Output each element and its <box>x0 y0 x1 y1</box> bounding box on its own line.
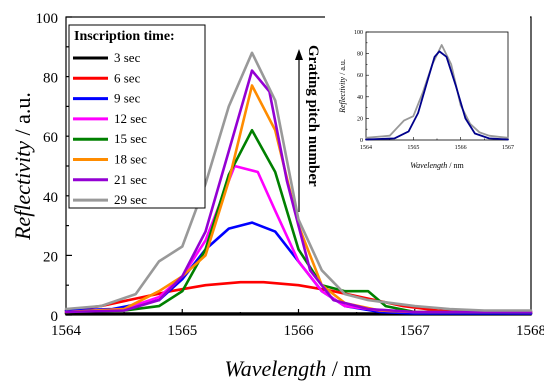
x-tick-label: 1564 <box>51 323 82 339</box>
pitch-annotation: Grating pitch number <box>295 45 321 212</box>
y-tick-label: 60 <box>43 130 58 146</box>
legend-label: 9 sec <box>114 91 141 106</box>
inset-y-axis-title: Reflectivity / a.u. <box>338 59 347 114</box>
legend-items: 3 sec 6 sec 9 sec 12 sec 15 sec 18 sec 21 sec 2… <box>73 50 147 207</box>
annotation-arrow-head <box>295 49 303 60</box>
x-tick-label: 1565 <box>167 323 197 339</box>
inset-series-line-0 <box>365 44 509 139</box>
inset-series-group <box>365 44 509 141</box>
x-tick-label: 1568 <box>516 323 544 339</box>
legend-label: 29 sec <box>114 192 147 207</box>
legend: Inscription time: 3 sec 6 sec 9 sec 12 sec 1… <box>68 24 206 209</box>
legend-label: 18 sec <box>114 152 147 167</box>
x-tick-label: 1566 <box>284 323 315 339</box>
main-series-line-29-sec <box>64 51 533 312</box>
y-tick-label: 0 <box>360 138 363 144</box>
y-tick-label: 0 <box>51 309 59 325</box>
inset-series-line-1 <box>365 50 509 141</box>
main-series-line-6-sec <box>64 280 533 315</box>
y-tick-label: 80 <box>357 52 363 58</box>
inset-chart: 1564 1565 1566 1567 0 20 40 60 80 100 Wavelength … <box>325 12 530 182</box>
y-tick-label: 20 <box>43 249 58 265</box>
legend-label: 12 sec <box>114 111 147 126</box>
x-tick-label: 1566 <box>455 145 467 151</box>
main-series-line-21-sec <box>64 69 533 314</box>
inset-background <box>325 12 530 182</box>
y-axis-title: Reflectivity / a.u. <box>10 92 35 241</box>
legend-label: 6 sec <box>114 70 141 85</box>
legend-box <box>68 24 206 209</box>
x-tick-label: 1567 <box>502 145 514 151</box>
inset-x-axis-title: Wavelength / nm <box>410 161 464 170</box>
y-tick-label: 20 <box>357 116 363 122</box>
main-series-group <box>64 51 533 315</box>
legend-label: 21 sec <box>114 172 147 187</box>
x-tick-label: 1567 <box>400 323 431 339</box>
y-tick-label: 40 <box>43 190 58 206</box>
legend-label: 15 sec <box>114 131 147 146</box>
x-axis-title: Wavelength / nm <box>224 356 371 381</box>
x-tick-label: 1565 <box>407 145 419 151</box>
legend-label: 3 sec <box>114 50 141 65</box>
y-tick-label: 40 <box>357 95 363 101</box>
x-tick-label: 1564 <box>360 145 372 151</box>
legend-title: Inscription time: <box>74 29 175 44</box>
y-tick-label: 60 <box>357 73 363 79</box>
annotation-text: Grating pitch number <box>305 45 321 187</box>
y-tick-label: 100 <box>354 30 363 36</box>
y-tick-label: 100 <box>36 11 59 27</box>
y-tick-label: 80 <box>43 71 58 87</box>
